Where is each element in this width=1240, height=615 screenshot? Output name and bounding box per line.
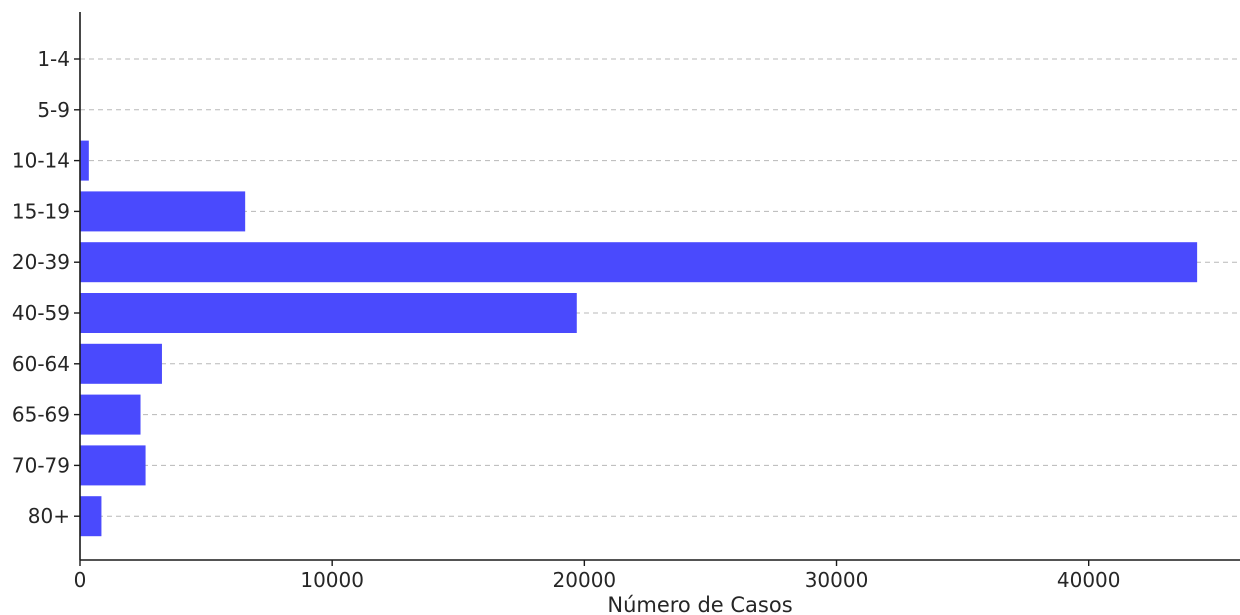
bar — [80, 293, 577, 333]
y-tick-labels: 1-4 5-9 10-14 15-19 20-39 40-59 60-64 65-69 70-7… — [12, 47, 80, 528]
axes — [79, 12, 1240, 561]
y-tick-label: 15-19 — [12, 199, 70, 223]
bar — [80, 242, 1198, 283]
x-tick-labels: 0 10000 20000 30000 40000 — [74, 560, 1121, 592]
bars — [80, 140, 1198, 537]
y-tick-label: 60-64 — [12, 352, 70, 376]
bar — [80, 191, 246, 232]
bar — [80, 394, 141, 435]
grid-lines — [80, 58, 1238, 517]
y-tick-label: 20-39 — [12, 250, 70, 274]
x-tick-label: 30000 — [805, 568, 869, 592]
bar — [80, 140, 89, 181]
x-tick-label: 10000 — [300, 568, 364, 592]
y-tick-label: 1-4 — [37, 47, 70, 71]
y-tick-label: 65-69 — [12, 403, 70, 427]
y-tick-label: 40-59 — [12, 301, 70, 325]
x-tick-label: 40000 — [1057, 568, 1121, 592]
bar — [80, 445, 146, 486]
x-axis-label: Número de Casos — [607, 593, 792, 615]
x-tick-label: 20000 — [553, 568, 617, 592]
y-tick-label: 80+ — [28, 504, 70, 528]
y-tick-label: 10-14 — [12, 149, 70, 173]
y-tick-label: 70-79 — [12, 453, 70, 477]
x-tick-label: 0 — [74, 568, 87, 592]
bar — [80, 496, 102, 537]
y-tick-label: 5-9 — [37, 98, 70, 122]
bar — [80, 343, 162, 384]
